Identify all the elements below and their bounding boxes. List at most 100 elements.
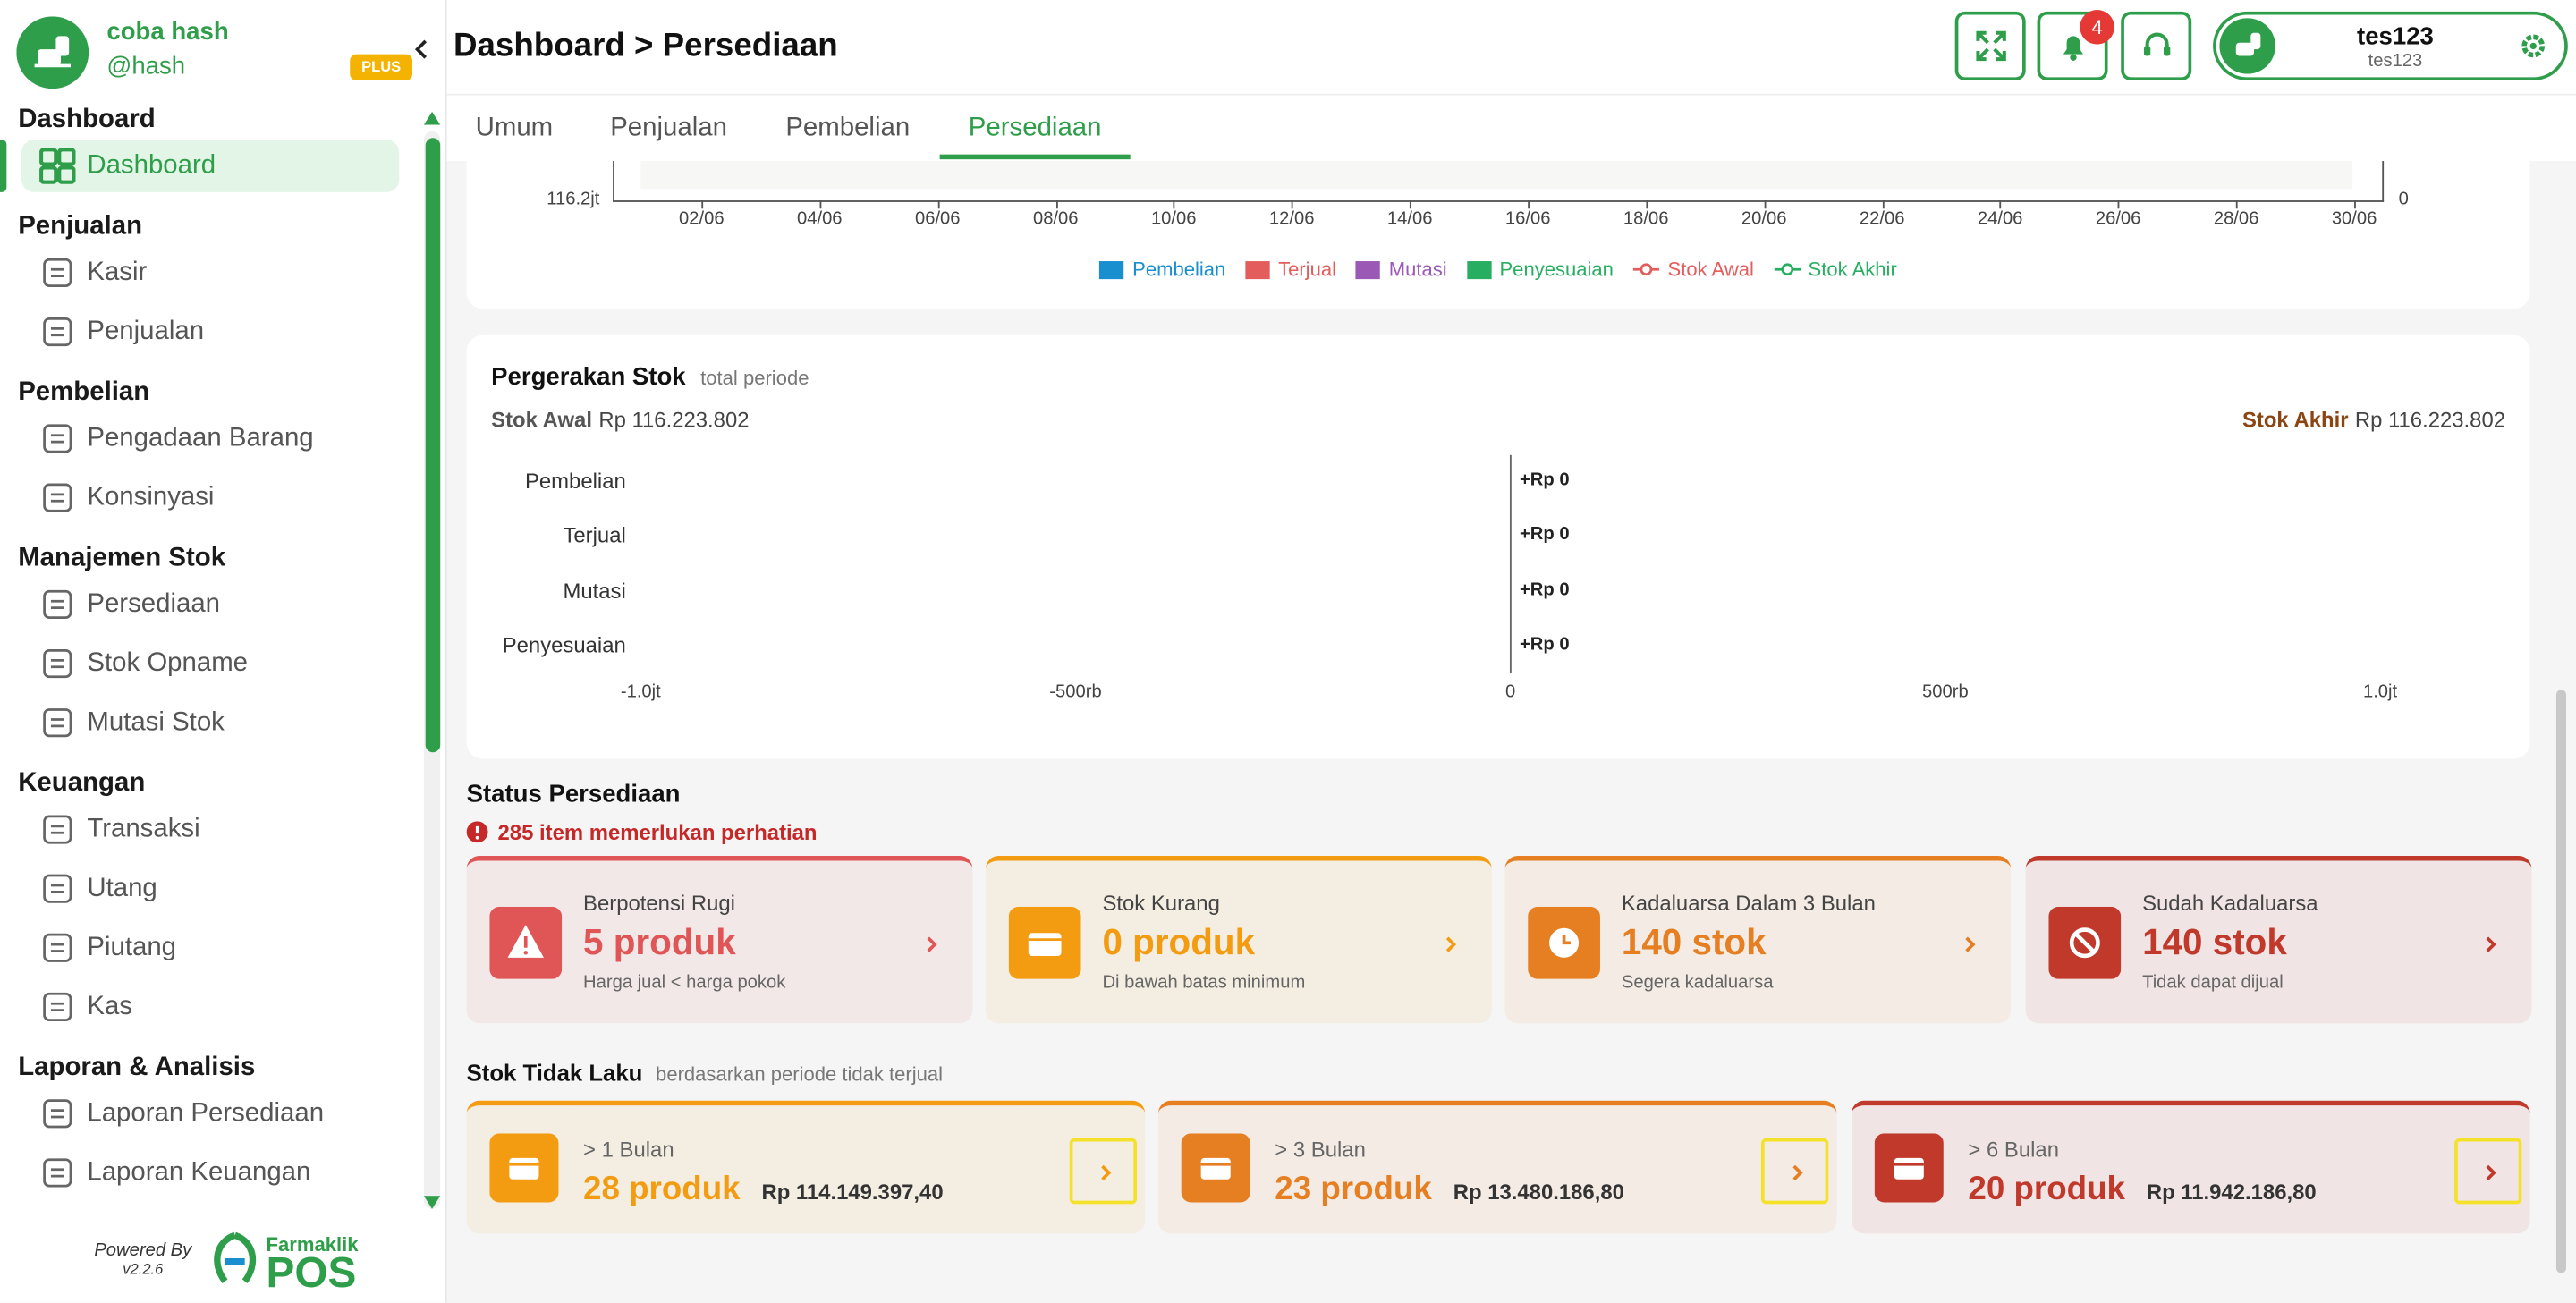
status-icon (489, 906, 563, 979)
icon-part (1640, 263, 1653, 276)
tab[interactable]: Umum (475, 114, 554, 142)
menu-item[interactable]: Laporan Keuangan (21, 1146, 399, 1199)
fullscreen-button[interactable] (1954, 11, 2026, 81)
legend-item[interactable]: Stok Akhir (1773, 258, 1897, 282)
legend-item[interactable]: Pembelian (1099, 258, 1225, 281)
menu-item[interactable]: Persediaan (21, 579, 399, 631)
menu-icon (39, 870, 75, 906)
icon-part (927, 936, 937, 952)
icon-part (43, 933, 72, 962)
open-button[interactable] (1069, 1138, 1138, 1205)
notification-badge: 4 (2080, 10, 2114, 45)
icon-part (2143, 46, 2151, 56)
menu-item[interactable]: Kasir (21, 247, 399, 300)
tab[interactable]: Pembelian (785, 114, 911, 142)
legend-label: Pembelian (1132, 258, 1226, 282)
store-name: coba hash (106, 18, 229, 47)
menu-item[interactable]: Pengadaan Barang (21, 412, 399, 465)
notification-button-icon (2057, 30, 2090, 63)
icon-part (50, 825, 64, 834)
icon-part (56, 148, 76, 166)
menu-item[interactable]: Piutang (21, 921, 399, 974)
status-label: Kadaluarsa Dalam 3 Bulan (1621, 890, 1876, 916)
section-heading: Keuangan (18, 769, 146, 798)
row-value: +Rp 0 (1519, 470, 1570, 491)
icon-part (1792, 1164, 1803, 1181)
menu-item[interactable]: Konsinyasi (21, 471, 399, 524)
x-tick-label: 14/06 (1386, 209, 1433, 230)
status-note: Segera kadaluarsa (1621, 973, 1774, 994)
icon-part (1245, 260, 1270, 279)
collapse-button[interactable] (411, 38, 434, 61)
menu-icon (39, 989, 75, 1025)
icon-part (214, 1231, 257, 1283)
plan-badge: PLUS (350, 54, 413, 81)
x-tick-label: 30/06 (2331, 209, 2377, 230)
store-handle: @hash (106, 52, 186, 81)
menu-item[interactable]: Mutasi Stok (21, 697, 399, 749)
scroll-up[interactable] (423, 111, 441, 125)
legend-item[interactable]: Stok Awal (1632, 258, 1754, 281)
icon-part (1099, 260, 1124, 279)
user-id: tes123 (2368, 51, 2423, 72)
icon-part (43, 992, 72, 1021)
menu-icon (39, 1155, 75, 1190)
status-card[interactable]: Berpotensi Rugi 5 produk Harga jual < harg… (466, 855, 973, 1024)
icon-part (423, 111, 441, 125)
status-card[interactable]: Kadaluarsa Dalam 3 Bulan 140 stok Segera k… (1504, 855, 2012, 1024)
open-button[interactable] (1760, 1138, 1829, 1205)
tab-bar: Umum Penjualan Pembelian Persediaan (446, 95, 2576, 162)
menu-item[interactable]: Stok Opname (21, 638, 399, 690)
icon-part (43, 874, 72, 903)
menu-item[interactable]: Laporan Persediaan (21, 1087, 399, 1140)
menu-item[interactable]: Transaksi (21, 803, 399, 856)
legend-label: Terjual (1278, 258, 1337, 282)
menu-item[interactable]: Kas (21, 981, 399, 1034)
row-value: +Rp 0 (1519, 525, 1570, 546)
icon-part (50, 658, 64, 669)
status-card[interactable]: Sudah Kadaluarsa 140 stok Tidak dapat diju… (2025, 855, 2532, 1024)
settings-icon[interactable] (2521, 33, 2546, 59)
open-button[interactable] (2454, 1138, 2522, 1205)
icon-part (50, 1109, 64, 1119)
icon-part (55, 36, 70, 56)
row-value: +Rp 0 (1519, 634, 1570, 655)
powered-by: Powered By (94, 1240, 192, 1261)
icon-part (1200, 1157, 1231, 1180)
menu-item[interactable]: Penjualan (21, 306, 399, 359)
row-label: Pembelian (524, 468, 626, 494)
legend-item[interactable]: Terjual (1245, 258, 1336, 281)
icon-part (1894, 1157, 1924, 1180)
legend-item[interactable]: Penyesuaian (1466, 258, 1614, 281)
legend-label: Stok Akhir (1808, 258, 1897, 282)
menu-icon (39, 811, 75, 847)
support-button[interactable] (2121, 11, 2192, 81)
menu-icon (39, 479, 75, 515)
x-tick-label: 06/06 (914, 209, 961, 230)
x-tick (701, 200, 704, 209)
menu-item[interactable]: Utang (21, 862, 399, 915)
legend-item[interactable]: Mutasi (1356, 258, 1447, 281)
icon-part (50, 267, 64, 277)
status-card[interactable]: Stok Kurang 0 produk Di bawah batas minimu… (986, 855, 1492, 1024)
icon-part (50, 434, 64, 444)
zero-axis-line (1509, 454, 1512, 674)
menu-item[interactable]: Dashboard (21, 140, 400, 192)
x-tick (1764, 200, 1767, 209)
icon-part (1792, 1164, 1803, 1181)
icon-part (50, 493, 64, 503)
scroll-down[interactable] (423, 1196, 441, 1209)
icon-part (50, 599, 64, 609)
tab[interactable]: Penjualan (610, 114, 727, 142)
user-menu[interactable]: tes123 tes123 (2213, 11, 2568, 81)
slow-icon (489, 1133, 559, 1203)
icon-part (50, 326, 64, 337)
icon-part (1780, 263, 1793, 276)
icon-part (2235, 42, 2255, 56)
status-note: Harga jual < harga pokok (583, 973, 786, 994)
icon-part (475, 835, 479, 840)
user-avatar (2219, 18, 2275, 74)
tab[interactable]: Persediaan (968, 114, 1102, 142)
slow-count: 20 produk (1968, 1171, 2125, 1208)
icon-part (2486, 1164, 2496, 1181)
